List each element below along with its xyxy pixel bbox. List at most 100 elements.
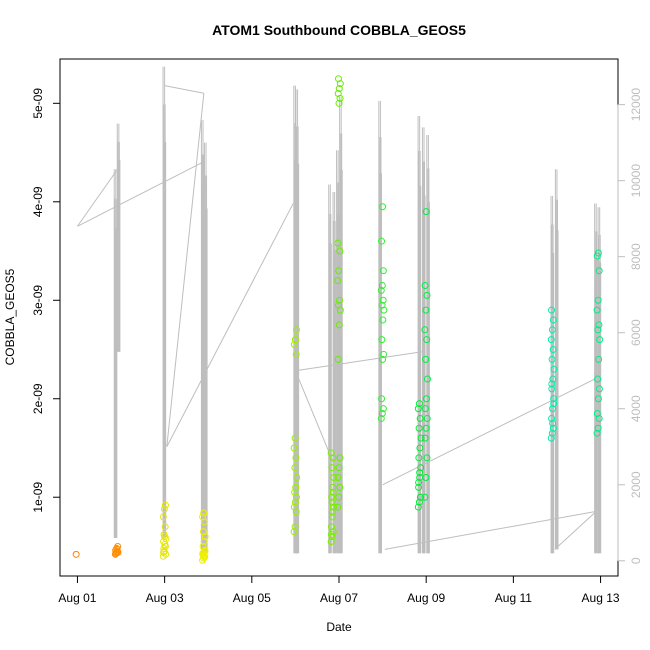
- x-tick-label: Aug 07: [320, 591, 358, 605]
- data-point: [72, 550, 80, 558]
- data-point: [330, 474, 338, 482]
- data-point: [201, 547, 209, 555]
- secondary-connector: [382, 377, 597, 486]
- data-point: [549, 375, 557, 383]
- data-point: [292, 454, 300, 462]
- data-point: [334, 301, 342, 309]
- data-point: [421, 493, 429, 501]
- data-point: [334, 277, 342, 285]
- y2-tick-label: 6000: [629, 319, 643, 346]
- y2-tick-label: 10000: [629, 164, 643, 198]
- data-point: [290, 341, 298, 349]
- data-point: [335, 85, 343, 93]
- data-point: [328, 493, 336, 501]
- data-point: [548, 414, 556, 422]
- x-tick-label: Aug 01: [58, 591, 96, 605]
- data-point: [379, 267, 387, 275]
- data-point: [415, 498, 423, 506]
- data-point: [593, 429, 601, 437]
- data-point: [422, 474, 430, 482]
- data-point: [378, 336, 386, 344]
- data-point: [593, 306, 601, 314]
- data-point: [328, 513, 336, 521]
- data-point: [291, 498, 299, 506]
- scatter-points: [72, 75, 604, 564]
- data-point: [415, 400, 423, 408]
- data-point: [160, 544, 168, 552]
- secondary-connector: [295, 351, 422, 372]
- data-point: [549, 419, 557, 427]
- data-point: [200, 509, 208, 517]
- y-tick-label: 2e-09: [31, 383, 45, 414]
- data-point: [199, 513, 207, 521]
- y2-tick-label: 2000: [629, 471, 643, 498]
- data-point: [416, 493, 424, 501]
- data-point: [422, 424, 430, 432]
- data-point: [379, 355, 387, 363]
- data-point: [593, 410, 601, 418]
- data-point: [380, 350, 388, 358]
- data-point: [200, 538, 208, 546]
- data-point: [334, 355, 342, 363]
- data-point: [328, 508, 336, 516]
- y2-tick-label: 4000: [629, 395, 643, 422]
- data-point: [334, 503, 342, 511]
- data-point: [160, 505, 168, 513]
- data-point: [595, 321, 603, 329]
- secondary-connector: [384, 510, 597, 550]
- data-point: [414, 503, 422, 511]
- y-tick-label: 1e-09: [31, 482, 45, 513]
- data-point: [594, 424, 602, 432]
- data-point: [548, 326, 556, 334]
- data-point: [159, 552, 167, 560]
- data-point: [292, 326, 300, 334]
- y-axis-left: 1e-09 2e-09 3e-09 4e-09 5e-09: [31, 88, 61, 513]
- data-point: [328, 498, 336, 506]
- x-tick-label: Aug 13: [582, 591, 620, 605]
- data-point: [290, 444, 298, 452]
- data-point: [336, 296, 344, 304]
- data-point: [336, 247, 344, 255]
- data-point: [334, 239, 342, 247]
- data-point: [292, 350, 300, 358]
- data-point: [549, 346, 557, 354]
- data-point: [378, 301, 386, 309]
- data-point: [328, 464, 336, 472]
- data-point: [377, 286, 385, 294]
- data-point: [550, 400, 558, 408]
- data-point: [595, 355, 603, 363]
- data-point: [423, 414, 431, 422]
- data-point: [334, 474, 342, 482]
- secondary-connector: [164, 85, 204, 94]
- data-point: [334, 89, 342, 97]
- data-point: [421, 281, 429, 289]
- data-point: [379, 316, 387, 324]
- data-point: [335, 99, 343, 107]
- data-point: [594, 249, 602, 257]
- data-point: [113, 545, 121, 553]
- data-point: [417, 434, 425, 442]
- x-tick-label: Aug 03: [146, 591, 184, 605]
- data-point: [421, 434, 429, 442]
- data-point: [550, 365, 558, 373]
- data-point: [422, 306, 430, 314]
- data-point: [161, 523, 169, 531]
- secondary-connector: [166, 93, 205, 447]
- secondary-connector: [554, 511, 597, 550]
- data-point: [593, 252, 601, 260]
- data-point: [423, 454, 431, 462]
- data-point: [421, 326, 429, 334]
- data-point: [595, 267, 603, 275]
- data-point: [162, 535, 170, 543]
- data-point: [377, 414, 385, 422]
- secondary-connector: [294, 370, 336, 466]
- data-point: [160, 531, 168, 539]
- data-point: [379, 405, 387, 413]
- data-point: [416, 444, 424, 452]
- data-point: [594, 375, 602, 383]
- data-point: [290, 503, 298, 511]
- y-axis-label: COBBLA_GEOS5: [3, 268, 17, 365]
- data-point: [336, 483, 344, 491]
- data-point: [594, 296, 602, 304]
